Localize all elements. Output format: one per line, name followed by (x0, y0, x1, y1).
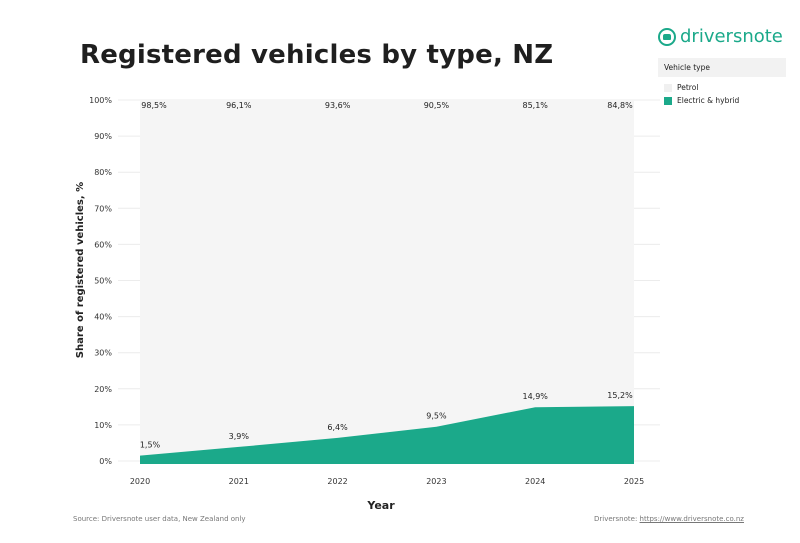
x-tick-label: 2022 (327, 477, 347, 486)
data-label-electric: 6,4% (327, 423, 348, 432)
y-tick-label: 40% (94, 313, 112, 322)
y-axis: 0% 10% 20% 30% 40% 50% 60% 70% 80% 90% 100% (89, 96, 112, 466)
y-tick-label: 70% (94, 204, 112, 213)
y-tick-label: 30% (94, 349, 112, 358)
data-label-electric: 3,9% (229, 432, 250, 441)
brand-logo: driversnote (658, 26, 783, 47)
y-axis-label: Share of registered vehicles, % (75, 182, 86, 358)
x-tick-label: 2023 (426, 477, 446, 486)
legend: Vehicle type Petrol Electric & hybrid (658, 58, 786, 107)
x-tick-label: 2025 (624, 477, 644, 486)
y-tick-label: 50% (94, 277, 112, 286)
legend-label-electric: Electric & hybrid (677, 96, 740, 105)
legend-title: Vehicle type (658, 58, 786, 77)
data-label-petrol: 84,8% (607, 101, 633, 110)
y-tick-label: 10% (94, 421, 112, 430)
x-tick-label: 2020 (130, 477, 150, 486)
y-tick-label: 90% (94, 132, 112, 141)
x-tick-label: 2021 (229, 477, 249, 486)
data-label-electric: 1,5% (140, 441, 161, 450)
y-tick-label: 100% (89, 96, 112, 105)
area-petrol (140, 100, 634, 456)
chart-areas (140, 100, 634, 464)
data-label-petrol: 96,1% (226, 101, 252, 110)
legend-label-petrol: Petrol (677, 83, 699, 92)
data-label-electric: 15,2% (607, 391, 633, 400)
legend-swatch-electric (664, 96, 672, 105)
data-label-electric: 9,5% (426, 412, 447, 421)
car-icon (658, 27, 676, 46)
credit-link[interactable]: https://www.driversnote.co.nz (639, 515, 744, 523)
page-title: Registered vehicles by type, NZ (80, 40, 554, 70)
credit-prefix: Driversnote: (594, 515, 640, 523)
data-label-petrol: 93,6% (325, 101, 351, 110)
legend-item-electric: Electric & hybrid (658, 94, 786, 107)
data-label-electric: 14,9% (522, 392, 548, 401)
data-label-petrol: 90,5% (424, 101, 450, 110)
x-axis: 2020 2021 2022 2023 2024 2025 (130, 477, 644, 486)
data-label-petrol: 98,5% (141, 101, 167, 110)
y-tick-label: 0% (99, 457, 112, 466)
y-tick-label: 60% (94, 240, 112, 249)
legend-item-petrol: Petrol (658, 81, 786, 94)
y-tick-label: 20% (94, 385, 112, 394)
source-note: Source: Driversnote user data, New Zeala… (73, 515, 246, 523)
legend-swatch-petrol (664, 83, 672, 92)
x-axis-label: Year (366, 499, 395, 512)
data-labels: 98,5% 96,1% 93,6% 90,5% 85,1% 84,8% 1,5% 3,9% 6,… (140, 101, 633, 450)
credit-note: Driversnote: https://www.driversnote.co.… (594, 515, 744, 523)
y-tick-label: 80% (94, 168, 112, 177)
data-label-petrol: 85,1% (522, 101, 548, 110)
x-tick-label: 2024 (525, 477, 545, 486)
area-electric-hybrid (140, 406, 634, 464)
brand-name: driversnote (680, 26, 783, 47)
